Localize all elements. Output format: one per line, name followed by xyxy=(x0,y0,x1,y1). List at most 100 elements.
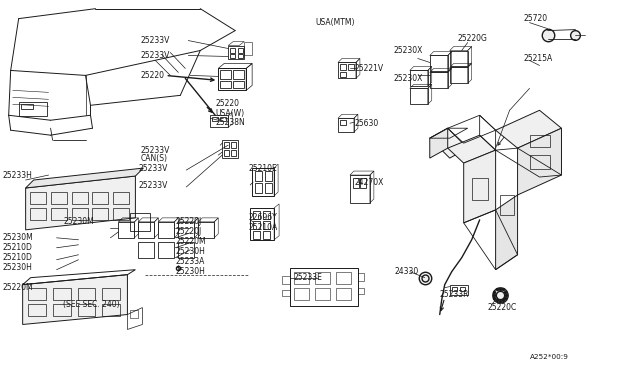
Bar xyxy=(233,81,244,89)
Text: 25233V: 25233V xyxy=(140,145,170,155)
Bar xyxy=(255,183,262,193)
Bar xyxy=(263,221,270,229)
Bar xyxy=(52,288,70,299)
Bar xyxy=(179,222,195,238)
Bar xyxy=(29,192,45,204)
Text: 24330: 24330 xyxy=(395,267,419,276)
Text: 25221V: 25221V xyxy=(355,64,384,73)
Bar xyxy=(255,171,262,181)
Bar xyxy=(350,175,370,203)
Bar xyxy=(158,222,174,238)
Polygon shape xyxy=(26,168,143,188)
Bar xyxy=(52,304,70,315)
Text: 25220M: 25220M xyxy=(3,283,33,292)
Bar xyxy=(210,115,228,127)
Text: 25720: 25720 xyxy=(524,14,548,23)
Bar xyxy=(233,70,244,79)
Text: 25215A: 25215A xyxy=(524,54,553,63)
Text: 25230X: 25230X xyxy=(394,46,423,55)
Text: 25230X: 25230X xyxy=(394,74,423,83)
Text: 25220J: 25220J xyxy=(175,227,202,236)
Text: 25230H: 25230H xyxy=(175,267,205,276)
Bar xyxy=(238,54,243,58)
Bar xyxy=(224,142,229,148)
Bar xyxy=(51,208,67,220)
Text: 25220: 25220 xyxy=(140,71,164,80)
Bar xyxy=(265,183,272,193)
Bar xyxy=(450,285,468,295)
Text: 25210A: 25210A xyxy=(248,223,277,232)
Bar xyxy=(131,310,138,318)
Text: A252*00:9: A252*00:9 xyxy=(529,355,568,360)
Text: 25220C: 25220C xyxy=(488,303,517,312)
Text: 25230M: 25230M xyxy=(63,217,94,227)
Bar xyxy=(348,64,354,70)
Bar xyxy=(529,135,550,147)
Bar xyxy=(336,288,351,299)
Bar xyxy=(460,286,465,291)
Bar xyxy=(290,268,358,305)
Bar xyxy=(250,208,274,240)
Bar xyxy=(113,208,129,220)
Text: 25220: 25220 xyxy=(215,99,239,108)
Bar xyxy=(263,231,270,239)
Bar xyxy=(222,140,238,158)
Polygon shape xyxy=(26,176,136,230)
Text: 25238N: 25238N xyxy=(215,118,245,127)
Bar xyxy=(218,68,246,90)
Text: (SEE SEC. 240): (SEE SEC. 240) xyxy=(63,300,119,309)
Bar xyxy=(238,48,243,52)
Text: 25230M: 25230M xyxy=(3,233,33,242)
Bar xyxy=(340,64,346,70)
Bar xyxy=(294,272,309,283)
Bar xyxy=(500,195,513,215)
Bar xyxy=(253,231,260,239)
Bar xyxy=(294,288,309,299)
Bar xyxy=(452,286,457,291)
Bar xyxy=(265,171,272,181)
Text: 25230H: 25230H xyxy=(175,247,205,256)
Bar xyxy=(340,73,346,77)
Bar xyxy=(472,178,488,200)
Text: 25233V: 25233V xyxy=(140,51,170,60)
Text: 25233V: 25233V xyxy=(140,36,170,45)
Bar xyxy=(93,208,108,220)
Bar xyxy=(72,192,88,204)
Bar xyxy=(113,192,129,204)
Bar xyxy=(20,104,33,109)
Polygon shape xyxy=(430,128,448,158)
Text: 25210D: 25210D xyxy=(3,253,33,262)
Bar xyxy=(212,117,218,121)
Text: 25230H: 25230H xyxy=(3,263,33,272)
Text: 25220G: 25220G xyxy=(458,34,488,43)
Bar xyxy=(230,48,235,52)
Bar xyxy=(315,272,330,283)
Bar xyxy=(338,118,354,132)
Text: 25630: 25630 xyxy=(355,119,379,128)
Text: CAN(S): CAN(S) xyxy=(140,154,168,163)
Bar xyxy=(224,150,229,156)
Bar xyxy=(28,304,45,315)
Bar xyxy=(77,288,95,299)
Bar xyxy=(77,304,95,315)
Bar xyxy=(131,213,150,231)
Bar xyxy=(179,242,195,258)
Text: 25233R: 25233R xyxy=(440,290,469,299)
Polygon shape xyxy=(430,128,468,158)
Bar xyxy=(220,70,231,79)
Polygon shape xyxy=(22,275,127,324)
Bar xyxy=(338,62,356,78)
Bar xyxy=(19,102,47,116)
Bar xyxy=(28,288,45,299)
Polygon shape xyxy=(495,110,561,148)
Polygon shape xyxy=(464,150,495,223)
Bar xyxy=(353,178,359,188)
Bar xyxy=(282,290,290,296)
Bar xyxy=(253,221,260,229)
Bar xyxy=(220,81,231,89)
Text: 25233A: 25233A xyxy=(175,257,205,266)
Bar xyxy=(158,242,174,258)
Bar xyxy=(253,211,260,219)
Bar xyxy=(358,273,364,280)
Bar xyxy=(72,208,88,220)
